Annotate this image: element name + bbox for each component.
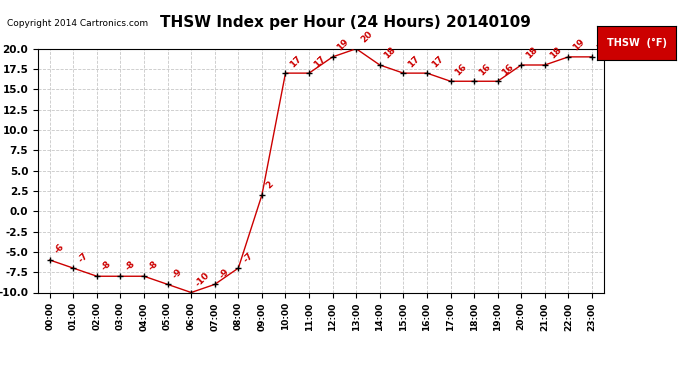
Text: -6: -6 [52, 242, 66, 256]
Text: -10: -10 [194, 271, 212, 288]
Text: 16: 16 [477, 62, 492, 77]
Text: -8: -8 [147, 259, 160, 272]
Text: 17: 17 [312, 54, 327, 69]
Text: 17: 17 [430, 54, 445, 69]
Text: 18: 18 [382, 46, 397, 61]
Text: 20: 20 [359, 30, 374, 45]
Text: 16: 16 [500, 62, 515, 77]
Text: 19: 19 [335, 38, 351, 53]
Text: THSW  (°F): THSW (°F) [607, 38, 667, 48]
Text: -8: -8 [124, 259, 137, 272]
Text: 17: 17 [288, 54, 304, 69]
Text: Copyright 2014 Cartronics.com: Copyright 2014 Cartronics.com [7, 19, 148, 28]
Text: 2: 2 [265, 180, 275, 191]
Text: -8: -8 [99, 259, 113, 272]
Text: THSW Index per Hour (24 Hours) 20140109: THSW Index per Hour (24 Hours) 20140109 [159, 15, 531, 30]
Text: 18: 18 [524, 46, 539, 61]
Text: 17: 17 [406, 54, 422, 69]
Text: 18: 18 [548, 46, 563, 61]
Text: -9: -9 [170, 267, 184, 280]
Text: -9: -9 [217, 267, 231, 280]
Text: -7: -7 [76, 251, 90, 264]
Text: 16: 16 [453, 62, 469, 77]
Text: 19: 19 [595, 38, 610, 53]
Text: 19: 19 [571, 38, 586, 53]
Text: -7: -7 [241, 251, 255, 264]
